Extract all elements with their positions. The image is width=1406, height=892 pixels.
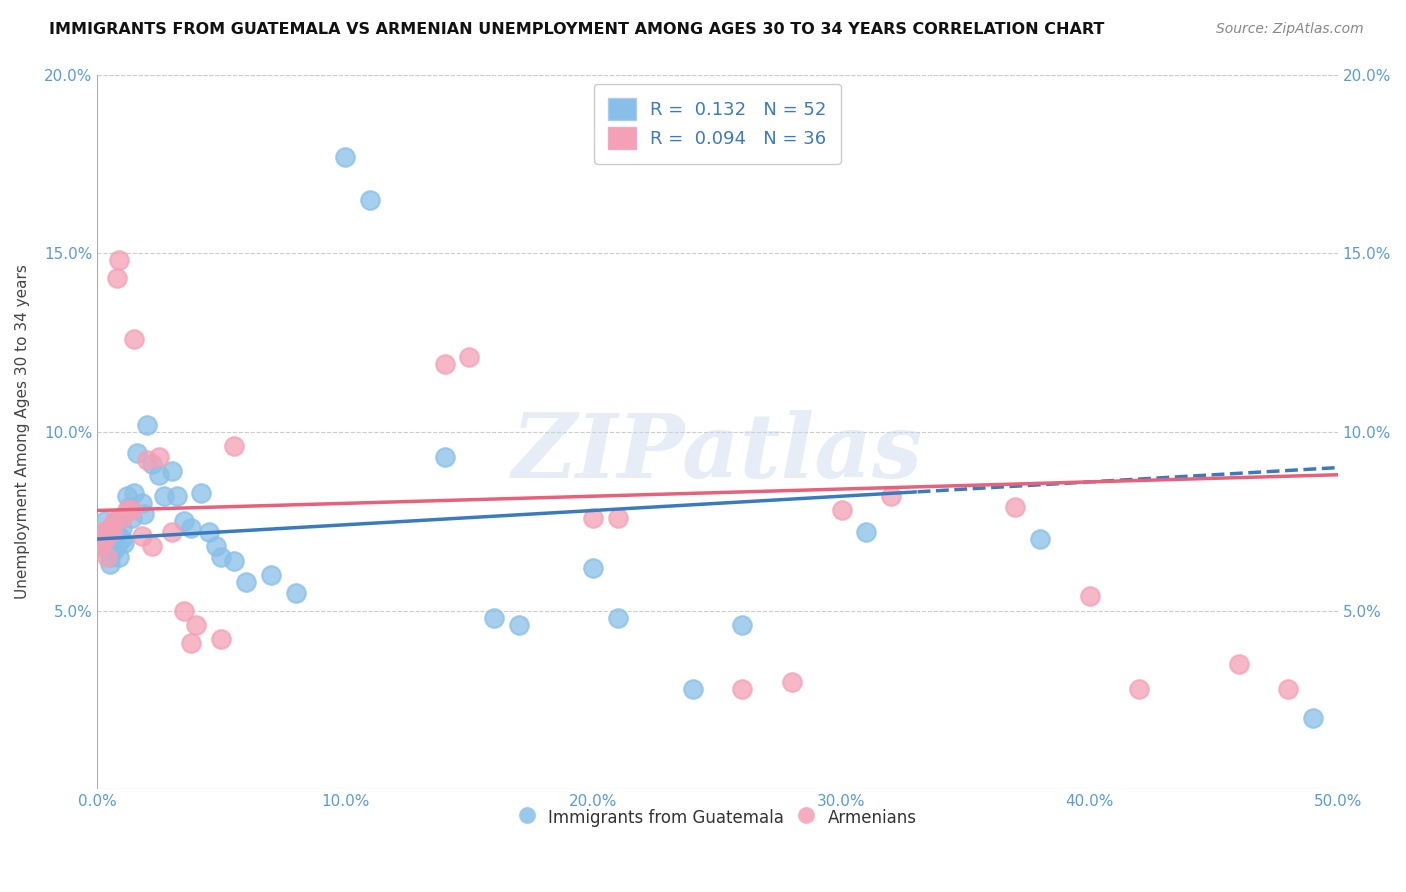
Point <box>186 617 208 632</box>
Point <box>103 517 125 532</box>
Point <box>108 253 131 268</box>
Point <box>880 489 903 503</box>
Y-axis label: Unemployment Among Ages 30 to 34 years: Unemployment Among Ages 30 to 34 years <box>15 264 30 599</box>
Point <box>121 503 143 517</box>
Point <box>134 507 156 521</box>
Point <box>111 521 134 535</box>
Point <box>141 539 163 553</box>
Point <box>108 549 131 564</box>
Point <box>1078 589 1101 603</box>
Point <box>209 632 232 647</box>
Point <box>173 514 195 528</box>
Point <box>222 439 245 453</box>
Point <box>98 521 121 535</box>
Point <box>93 532 115 546</box>
Point <box>359 193 381 207</box>
Point <box>121 510 143 524</box>
Text: IMMIGRANTS FROM GUATEMALA VS ARMENIAN UNEMPLOYMENT AMONG AGES 30 TO 34 YEARS COR: IMMIGRANTS FROM GUATEMALA VS ARMENIAN UN… <box>49 22 1105 37</box>
Legend: Immigrants from Guatemala, Armenians: Immigrants from Guatemala, Armenians <box>512 801 924 835</box>
Point <box>101 524 124 539</box>
Point <box>582 560 605 574</box>
Point <box>197 524 219 539</box>
Point <box>111 510 134 524</box>
Point <box>148 467 170 482</box>
Point <box>160 524 183 539</box>
Text: Source: ZipAtlas.com: Source: ZipAtlas.com <box>1216 22 1364 37</box>
Point <box>160 464 183 478</box>
Point <box>96 524 118 539</box>
Point <box>235 574 257 589</box>
Point <box>115 489 138 503</box>
Point <box>135 453 157 467</box>
Point <box>141 457 163 471</box>
Point <box>118 500 141 514</box>
Point <box>166 489 188 503</box>
Point <box>222 553 245 567</box>
Point <box>482 610 505 624</box>
Point <box>111 532 134 546</box>
Point <box>98 549 121 564</box>
Point <box>209 549 232 564</box>
Point <box>731 617 754 632</box>
Point <box>731 682 754 697</box>
Point <box>335 150 357 164</box>
Point <box>131 528 153 542</box>
Point <box>105 271 128 285</box>
Point <box>284 585 307 599</box>
Point <box>190 485 212 500</box>
Point <box>831 503 853 517</box>
Point <box>607 610 630 624</box>
Text: ZIPatlas: ZIPatlas <box>512 410 922 497</box>
Point <box>508 617 530 632</box>
Point <box>1277 682 1299 697</box>
Point <box>180 636 202 650</box>
Point <box>91 524 114 539</box>
Point <box>91 539 114 553</box>
Point <box>125 446 148 460</box>
Point <box>101 528 124 542</box>
Point <box>855 524 877 539</box>
Point <box>1302 711 1324 725</box>
Point <box>112 535 135 549</box>
Point <box>89 532 111 546</box>
Point <box>433 357 456 371</box>
Point <box>180 521 202 535</box>
Point <box>124 332 146 346</box>
Point <box>1227 657 1250 672</box>
Point <box>98 557 121 571</box>
Point <box>153 489 176 503</box>
Point <box>1128 682 1150 697</box>
Point <box>260 567 283 582</box>
Point <box>103 514 125 528</box>
Point <box>124 485 146 500</box>
Point <box>96 549 118 564</box>
Point <box>135 417 157 432</box>
Point <box>89 539 111 553</box>
Point <box>131 496 153 510</box>
Point <box>1029 532 1052 546</box>
Point <box>115 503 138 517</box>
Point <box>173 603 195 617</box>
Point <box>1004 500 1026 514</box>
Point <box>433 450 456 464</box>
Point <box>101 535 124 549</box>
Point <box>93 514 115 528</box>
Point <box>103 542 125 557</box>
Point <box>682 682 704 697</box>
Point <box>108 510 131 524</box>
Point <box>148 450 170 464</box>
Point <box>458 350 481 364</box>
Point <box>205 539 228 553</box>
Point <box>607 510 630 524</box>
Point <box>780 675 803 690</box>
Point <box>105 524 128 539</box>
Point <box>582 510 605 524</box>
Point <box>105 539 128 553</box>
